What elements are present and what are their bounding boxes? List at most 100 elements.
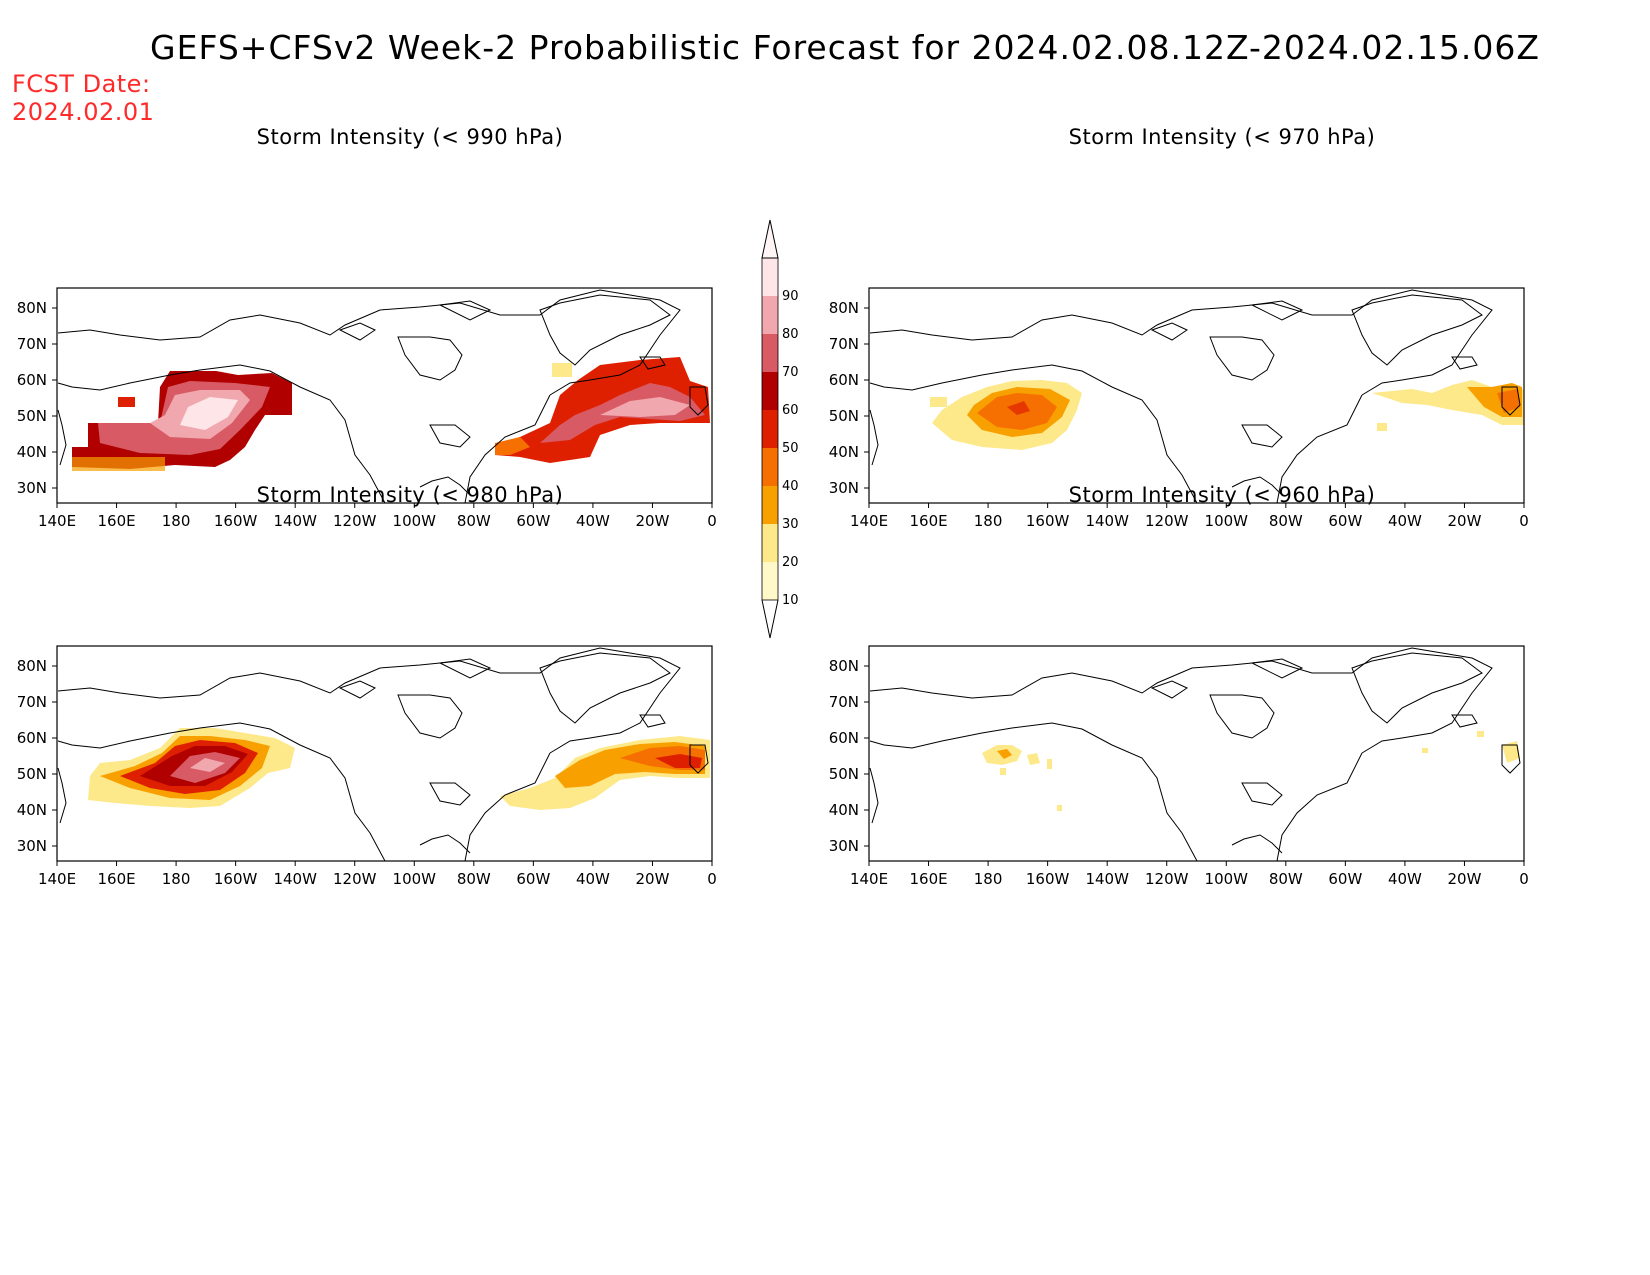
colorbar-outline: [761, 257, 779, 601]
longitude-label: 160E: [909, 870, 947, 888]
latitude-axis: 80N 70N 60N 50N 40N 30N: [829, 657, 869, 855]
latitude-label: 60N: [17, 371, 47, 389]
colorbar-tick-label: 70: [782, 365, 799, 380]
longitude-label: 60W: [1328, 512, 1362, 530]
longitude-label: 100W: [393, 870, 437, 888]
longitude-label: 40W: [1388, 512, 1422, 530]
latitude-label: 40N: [17, 443, 47, 461]
colorbar-swatch: [762, 486, 778, 524]
panel-970-hpa: Storm Intensity (< 970 hPa): [812, 125, 1592, 530]
longitude-label: 160E: [909, 512, 947, 530]
longitude-label: 140E: [38, 512, 76, 530]
colorbar-tick-label: 50: [782, 441, 799, 456]
longitude-label: 80W: [457, 512, 491, 530]
colorbar-svg: 10 20 30 40 50 60 70 80 90: [761, 219, 799, 639]
map-990-hpa: 80N 70N 60N 50N 40N 30N 140E 160E 180 160W 140W 12…: [17, 287, 717, 530]
longitude-label: 120W: [1145, 870, 1189, 888]
probability-shading: [930, 380, 1524, 450]
colorbar-swatch: [762, 410, 778, 448]
longitude-label: 120W: [333, 512, 377, 530]
colorbar-tick-label: 90: [782, 289, 799, 304]
map-980-hpa: 80N 70N 60N 50N 40N 30N 140E 160E 180 160W 140W 12…: [17, 645, 717, 888]
latitude-label: 60N: [829, 371, 859, 389]
latitude-label: 70N: [17, 335, 47, 353]
colorbar-swatches: [761, 219, 779, 639]
latitude-label: 60N: [17, 729, 47, 747]
latitude-label: 50N: [829, 765, 859, 783]
longitude-label: 60W: [1328, 870, 1362, 888]
panel-980-hpa: Storm Intensity (< 980 hPa): [0, 483, 780, 888]
longitude-label: 160W: [214, 512, 258, 530]
panel-title: Storm Intensity (< 970 hPa): [1068, 125, 1376, 149]
colorbar-swatch: [762, 562, 778, 600]
longitude-label: 180: [974, 870, 1003, 888]
latitude-label: 40N: [17, 801, 47, 819]
colorbar-swatch: [762, 372, 778, 410]
longitude-label: 20W: [1447, 512, 1481, 530]
longitude-label: 180: [162, 870, 191, 888]
longitude-label: 160W: [1026, 870, 1070, 888]
longitude-axis: 140E 160E 180 160W 140W 120W 100W 80W 60W 40W 20W 0: [38, 861, 717, 888]
forecast-date-label: FCST Date:: [12, 70, 151, 98]
longitude-label: 160W: [214, 870, 258, 888]
latitude-label: 30N: [17, 837, 47, 855]
longitude-label: 140E: [850, 870, 888, 888]
latitude-label: 50N: [17, 407, 47, 425]
colorbar-tick-label: 20: [782, 555, 799, 570]
panel-990-hpa: Storm Intensity (< 990 hPa): [0, 125, 780, 530]
longitude-label: 180: [162, 512, 191, 530]
map-960-hpa: 80N 70N 60N 50N 40N 30N 140E 160E 180 160W 140W 12…: [829, 645, 1529, 888]
colorbar-tick-label: 30: [782, 517, 799, 532]
longitude-axis: 140E 160E 180 160W 140W 120W 100W 80W 60W 40W 20W 0: [850, 861, 1529, 888]
latitude-label: 40N: [829, 801, 859, 819]
longitude-label: 80W: [457, 870, 491, 888]
longitude-label: 0: [707, 870, 717, 888]
colorbar-tick-label: 80: [782, 327, 799, 342]
longitude-label: 160W: [1026, 512, 1070, 530]
longitude-label: 140W: [1085, 512, 1129, 530]
probability-shading: [982, 731, 1520, 811]
coastlines: [869, 289, 1521, 504]
longitude-label: 40W: [576, 870, 610, 888]
map-frame: [56, 645, 713, 862]
longitude-label: 160E: [97, 870, 135, 888]
main-title: GEFS+CFSv2 Week-2 Probabilistic Forecast…: [150, 28, 1540, 67]
longitude-label: 120W: [333, 870, 377, 888]
latitude-label: 30N: [829, 479, 859, 497]
latitude-label: 80N: [829, 657, 859, 675]
longitude-axis: 140E 160E 180 160W 140W 120W 100W 80W 60W 40W 20W 0: [38, 503, 717, 530]
latitude-label: 80N: [829, 299, 859, 317]
longitude-label: 20W: [1447, 870, 1481, 888]
panel-title: Storm Intensity (< 990 hPa): [256, 125, 564, 149]
latitude-axis: 80N 70N 60N 50N 40N 30N: [17, 299, 57, 497]
colorbar-swatch: [762, 334, 778, 372]
longitude-label: 180: [974, 512, 1003, 530]
panel-title: Storm Intensity (< 980 hPa): [256, 483, 564, 507]
colorbar-bottom-arrow: [761, 599, 779, 639]
latitude-label: 80N: [17, 299, 47, 317]
latitude-label: 60N: [829, 729, 859, 747]
longitude-label: 100W: [393, 512, 437, 530]
longitude-label: 0: [1519, 512, 1529, 530]
longitude-label: 60W: [516, 870, 550, 888]
longitude-label: 140E: [850, 512, 888, 530]
longitude-label: 140W: [273, 870, 317, 888]
forecast-date: FCST Date: 2024.02.01: [12, 70, 154, 126]
map-970-hpa: 80N 70N 60N 50N 40N 30N 140E 160E 180 160W 140W 12…: [829, 287, 1529, 530]
longitude-label: 160E: [97, 512, 135, 530]
latitude-label: 70N: [17, 693, 47, 711]
panel-960-hpa: Storm Intensity (< 960 hPa): [812, 483, 1592, 888]
longitude-label: 100W: [1205, 512, 1249, 530]
colorbar-tick-label: 60: [782, 403, 799, 418]
colorbar-tick-label: 40: [782, 479, 799, 494]
latitude-label: 50N: [829, 407, 859, 425]
latitude-label: 70N: [829, 335, 859, 353]
longitude-axis: 140E 160E 180 160W 140W 120W 100W 80W 60W 40W 20W 0: [850, 503, 1529, 530]
latitude-axis: 80N 70N 60N 50N 40N 30N: [829, 299, 869, 497]
colorbar-legend: 10 20 30 40 50 60 70 80 90: [761, 219, 860, 690]
longitude-label: 0: [707, 512, 717, 530]
colorbar-swatch: [762, 258, 778, 296]
colorbar-tick-label: 10: [782, 593, 799, 608]
longitude-label: 60W: [516, 512, 550, 530]
longitude-label: 80W: [1269, 870, 1303, 888]
